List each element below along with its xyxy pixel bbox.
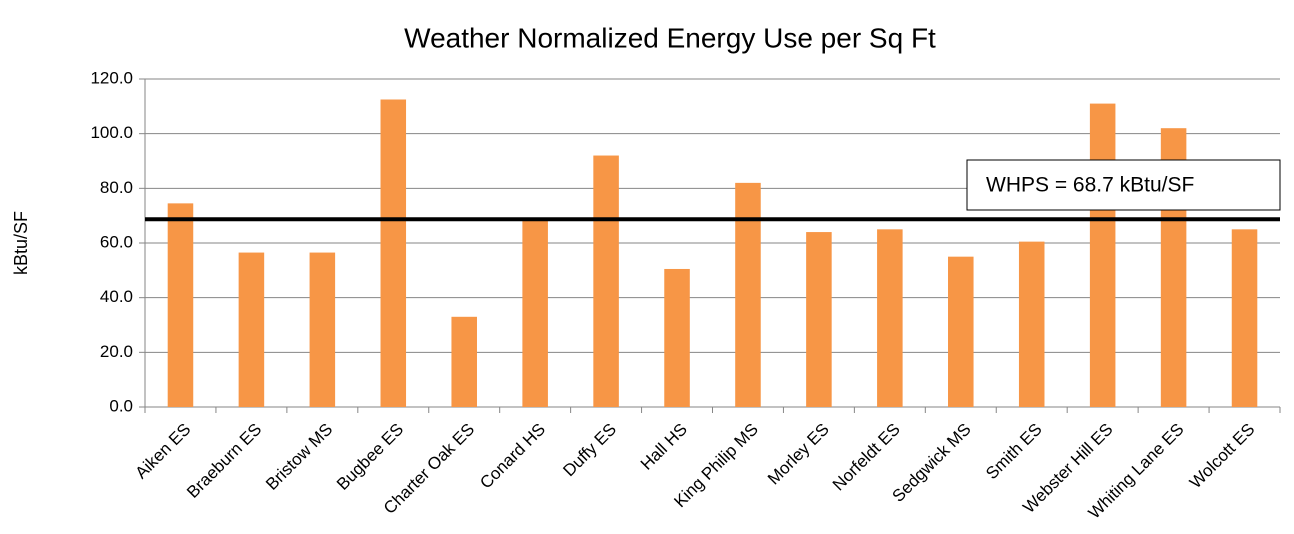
bar bbox=[309, 252, 336, 407]
y-tick-label: 120.0 bbox=[90, 68, 133, 87]
chart-title: Weather Normalized Energy Use per Sq Ft bbox=[404, 22, 936, 53]
bar bbox=[948, 256, 974, 407]
y-axis-label: kBtu/SF bbox=[11, 211, 31, 275]
bar bbox=[167, 203, 194, 407]
x-tick-label: Bristow MS bbox=[262, 420, 336, 494]
y-tick-label: 0.0 bbox=[109, 396, 133, 415]
y-tick-label: 80.0 bbox=[100, 178, 133, 197]
annotation: WHPS = 68.7 kBtu/SF bbox=[986, 174, 1194, 197]
bar bbox=[1231, 229, 1258, 407]
x-tick-label: Aiken ES bbox=[132, 420, 195, 483]
bar bbox=[735, 182, 761, 407]
x-tick-label: Conard HS bbox=[476, 420, 549, 493]
y-tick-label: 60.0 bbox=[100, 232, 133, 251]
annotation-box bbox=[966, 159, 1281, 211]
x-tick-label: Smith ES bbox=[982, 420, 1046, 484]
bar bbox=[806, 232, 832, 407]
y-tick-label: 100.0 bbox=[90, 123, 133, 142]
bar bbox=[1089, 103, 1116, 407]
bar bbox=[877, 229, 903, 407]
bar bbox=[380, 99, 407, 407]
y-tick-label: 40.0 bbox=[100, 287, 133, 306]
x-tick-label: Wolcott ES bbox=[1186, 420, 1259, 493]
x-tick-label: Morley ES bbox=[764, 420, 833, 489]
bar bbox=[593, 155, 619, 407]
bar bbox=[664, 268, 690, 407]
x-tick-label: Bugbee ES bbox=[333, 420, 407, 494]
x-tick-label: Duffy ES bbox=[559, 420, 620, 481]
bar bbox=[238, 252, 265, 407]
x-tick-label: Braeburn ES bbox=[183, 420, 265, 502]
x-tick-label: Hall HS bbox=[637, 420, 691, 474]
bar bbox=[1018, 241, 1045, 407]
bar bbox=[522, 219, 548, 407]
x-tick-label: Norfeldt ES bbox=[829, 420, 904, 495]
bar bbox=[451, 316, 477, 407]
y-tick-label: 20.0 bbox=[100, 342, 133, 361]
